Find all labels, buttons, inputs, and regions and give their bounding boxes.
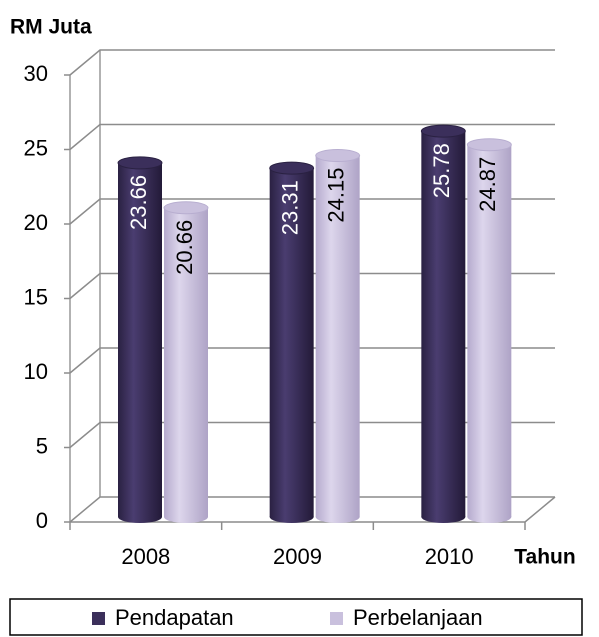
x-tick-label: 2008	[121, 544, 170, 569]
y-tick-label: 30	[24, 61, 48, 86]
bar-top	[315, 149, 361, 163]
value-label: 24.87	[475, 157, 500, 212]
y-axis-label: RM Juta	[10, 16, 92, 39]
bar-top	[163, 201, 209, 215]
y-tick-label: 10	[24, 359, 48, 384]
legend-swatch	[92, 612, 105, 625]
bar	[315, 155, 360, 517]
bar	[118, 162, 162, 517]
bar-top	[420, 124, 466, 138]
x-tick-label: 2009	[273, 544, 322, 569]
value-label: 23.66	[126, 175, 151, 230]
value-label: 24.15	[323, 168, 348, 223]
y-tick-label: 5	[36, 433, 48, 458]
bar	[269, 168, 314, 517]
x-tick-label: 2010	[425, 544, 474, 569]
value-label: 20.66	[172, 220, 197, 275]
y-tick-label: 0	[36, 508, 48, 533]
bar	[164, 207, 208, 517]
bar	[421, 131, 466, 517]
y-tick-label: 15	[24, 284, 48, 309]
bar	[467, 144, 512, 518]
bar-top	[117, 156, 163, 170]
legend-label: Pendapatan	[115, 605, 234, 630]
grid-line	[69, 49, 555, 76]
legend-label: Perbelanjaan	[353, 605, 483, 630]
grid-line	[69, 347, 555, 374]
legend-swatch	[330, 612, 343, 625]
grid-line	[69, 198, 555, 225]
grid-line	[69, 123, 555, 151]
value-label: 25.78	[429, 143, 454, 198]
y-tick-label: 20	[24, 210, 48, 235]
bar-top	[466, 138, 512, 152]
legend-box	[9, 598, 583, 636]
value-label: 23.31	[277, 180, 302, 235]
bar-top	[269, 161, 315, 175]
y-tick-label: 25	[24, 135, 48, 160]
x-axis-label: Tahun	[514, 546, 575, 569]
grid-line	[69, 272, 555, 300]
grid-line	[69, 496, 555, 523]
grid-line	[69, 421, 555, 449]
